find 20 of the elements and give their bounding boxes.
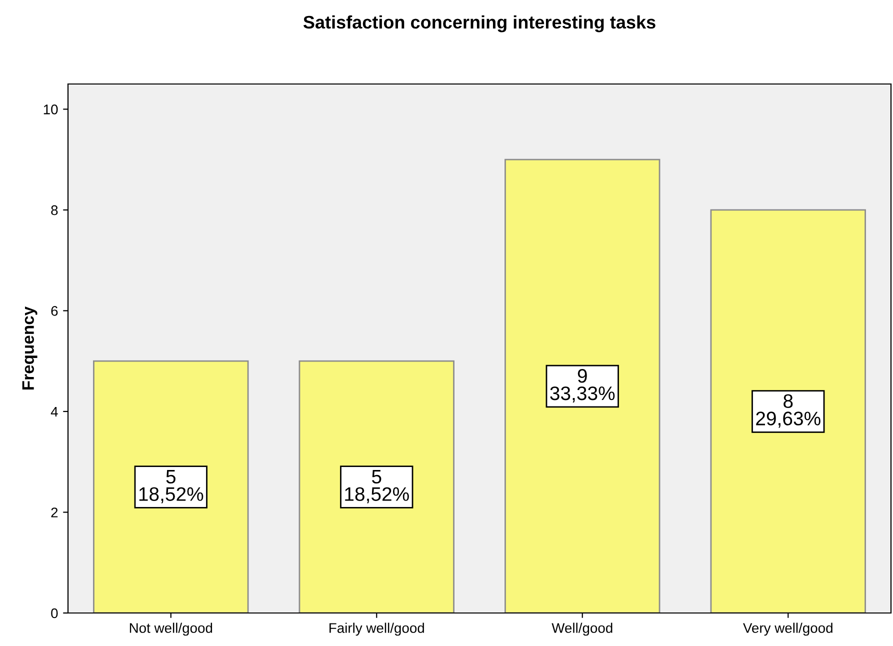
data-label: 5 18,52% [345, 470, 409, 504]
y-axis-title: Frequency [22, 306, 38, 390]
x-tick-label: Very well/good [743, 622, 832, 636]
y-tick-label: 8 [51, 205, 58, 216]
chart-title: Satisfaction concerning interesting tasks [303, 15, 656, 32]
x-tick-label: Well/good [552, 622, 612, 636]
y-tick-label: 2 [51, 508, 58, 518]
y-tick-label: 4 [50, 406, 58, 417]
bar [298, 360, 454, 613]
bar [93, 360, 249, 613]
data-label: 8 29,63% [756, 394, 820, 428]
bar [710, 209, 866, 613]
y-tick-label: 10 [44, 104, 58, 114]
data-label: 9 33,33% [550, 369, 615, 403]
data-label: 5 18,52% [139, 470, 204, 504]
y-tick-label: 0 [51, 608, 58, 618]
y-tick-label: 6 [51, 306, 58, 316]
bar [504, 158, 660, 613]
x-tick-label: Not well/good [130, 622, 212, 636]
x-tick-label: Fairly well/good [330, 622, 424, 636]
